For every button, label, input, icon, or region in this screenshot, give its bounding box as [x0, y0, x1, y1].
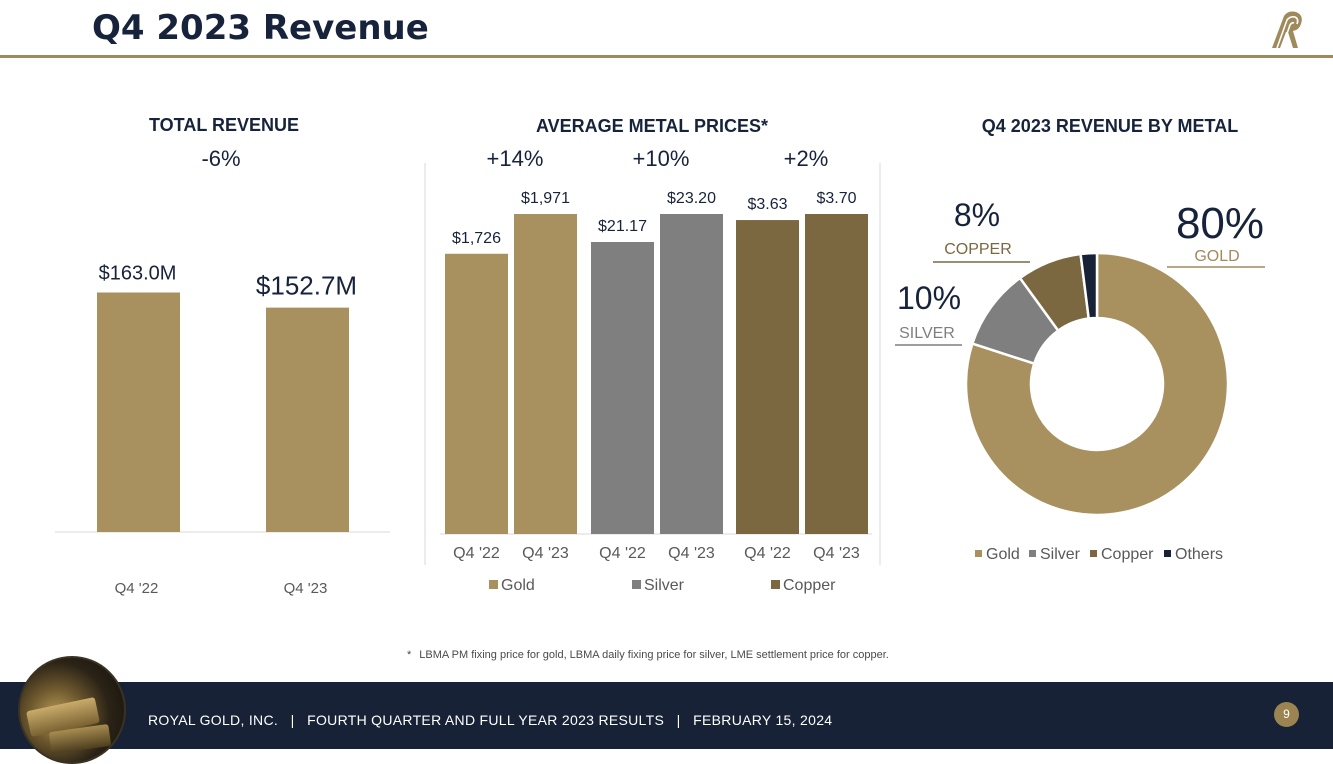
donut-legend-label-others: Others [1175, 546, 1223, 563]
legend-swatch-copper [771, 580, 780, 589]
metal-price-tick-label: Q4 '23 [522, 545, 569, 562]
donut-legend-swatch-others [1164, 550, 1171, 557]
page-number: 9 [1274, 702, 1299, 727]
total-revenue-title: TOTAL REVENUE [149, 115, 299, 135]
metal-price-value-label: $1,971 [521, 190, 570, 207]
total-revenue-chart: TOTAL REVENUE -6% $163.0M Q4 '22 $152.7M Q4… [55, 115, 390, 597]
total-revenue-bar [266, 307, 349, 532]
metal-price-tick-label: Q4 '22 [744, 545, 791, 562]
metal-price-value-label: $3.63 [747, 196, 787, 213]
legend-label-copper: Copper [783, 577, 836, 594]
total-revenue-bar [97, 292, 180, 532]
total-revenue-tick-label: Q4 '23 [284, 580, 328, 597]
revenue-by-metal-title: Q4 2023 REVENUE BY METAL [982, 116, 1238, 136]
metal-prices-chart: AVERAGE METAL PRICES* +14% $1,726 Q4 '22 $1… [424, 116, 881, 594]
donut-legend-label-silver: Silver [1040, 546, 1081, 563]
metal-price-bar-copper [805, 214, 868, 534]
metal-price-value-label: $3.70 [816, 190, 856, 207]
metal-price-value-label: $21.17 [598, 218, 647, 235]
metal-price-tick-label: Q4 '23 [813, 545, 860, 562]
callout-gold-label: GOLD [1194, 248, 1239, 265]
page-title: Q4 2023 Revenue [92, 8, 429, 48]
metal-price-value-label: $23.20 [667, 190, 716, 207]
total-revenue-tick-label: Q4 '22 [115, 580, 159, 597]
metal-price-bar-silver [591, 242, 654, 534]
footnote-text: LBMA PM fixing price for gold, LBMA dail… [419, 649, 889, 661]
legend-swatch-gold [489, 580, 498, 589]
callout-silver-label: SILVER [899, 325, 955, 342]
metal-price-tick-label: Q4 '22 [453, 545, 500, 562]
footnote-marker: * [407, 649, 412, 661]
donut-legend-swatch-silver [1029, 550, 1036, 557]
callout-gold-pct: 80% [1176, 199, 1264, 248]
donut-slice-others [1079, 251, 1099, 320]
footnote: * LBMA PM fixing price for gold, LBMA dai… [407, 649, 889, 661]
metal-price-tick-label: Q4 '22 [599, 545, 646, 562]
metal-price-bar-copper [736, 220, 799, 534]
title-rule [0, 55, 1333, 58]
total-revenue-change: -6% [201, 146, 240, 171]
total-revenue-value-label: $152.7M [256, 271, 357, 301]
footer-text: ROYAL GOLD, INC. | FOURTH QUARTER AND FU… [148, 712, 833, 728]
callout-silver-pct: 10% [897, 280, 961, 316]
metal-price-tick-label: Q4 '23 [668, 545, 715, 562]
donut-legend-swatch-gold [975, 550, 982, 557]
metal-price-change-silver: +10% [633, 146, 690, 171]
metal-price-change-copper: +2% [784, 146, 829, 171]
metal-price-change-gold: +14% [487, 146, 544, 171]
royal-gold-logo-icon [1272, 11, 1302, 49]
gold-bars-photo [18, 656, 126, 764]
legend-label-silver: Silver [644, 577, 685, 594]
donut-slice-gold [964, 251, 1230, 517]
metal-price-bar-silver [660, 214, 723, 534]
donut-legend-label-gold: Gold [986, 546, 1020, 563]
footer-bar: ROYAL GOLD, INC. | FOURTH QUARTER AND FU… [0, 682, 1333, 749]
metal-prices-title: AVERAGE METAL PRICES* [536, 116, 768, 136]
charts-canvas: TOTAL REVENUE -6% $163.0M Q4 '22 $152.7M Q4… [55, 115, 1265, 597]
donut-legend-label-copper: Copper [1101, 546, 1154, 563]
metal-price-value-label: $1,726 [452, 230, 501, 247]
callout-copper-label: COPPER [944, 241, 1012, 258]
donut-legend-swatch-copper [1090, 550, 1097, 557]
revenue-by-metal-chart: Q4 2023 REVENUE BY METAL 80% GOLD 10% SI… [895, 116, 1265, 563]
legend-swatch-silver [632, 580, 641, 589]
metal-price-bar-gold [514, 214, 577, 534]
total-revenue-value-label: $163.0M [99, 262, 177, 284]
metal-price-bar-gold [445, 253, 508, 534]
legend-label-gold: Gold [501, 577, 535, 594]
callout-copper-pct: 8% [954, 197, 1000, 233]
